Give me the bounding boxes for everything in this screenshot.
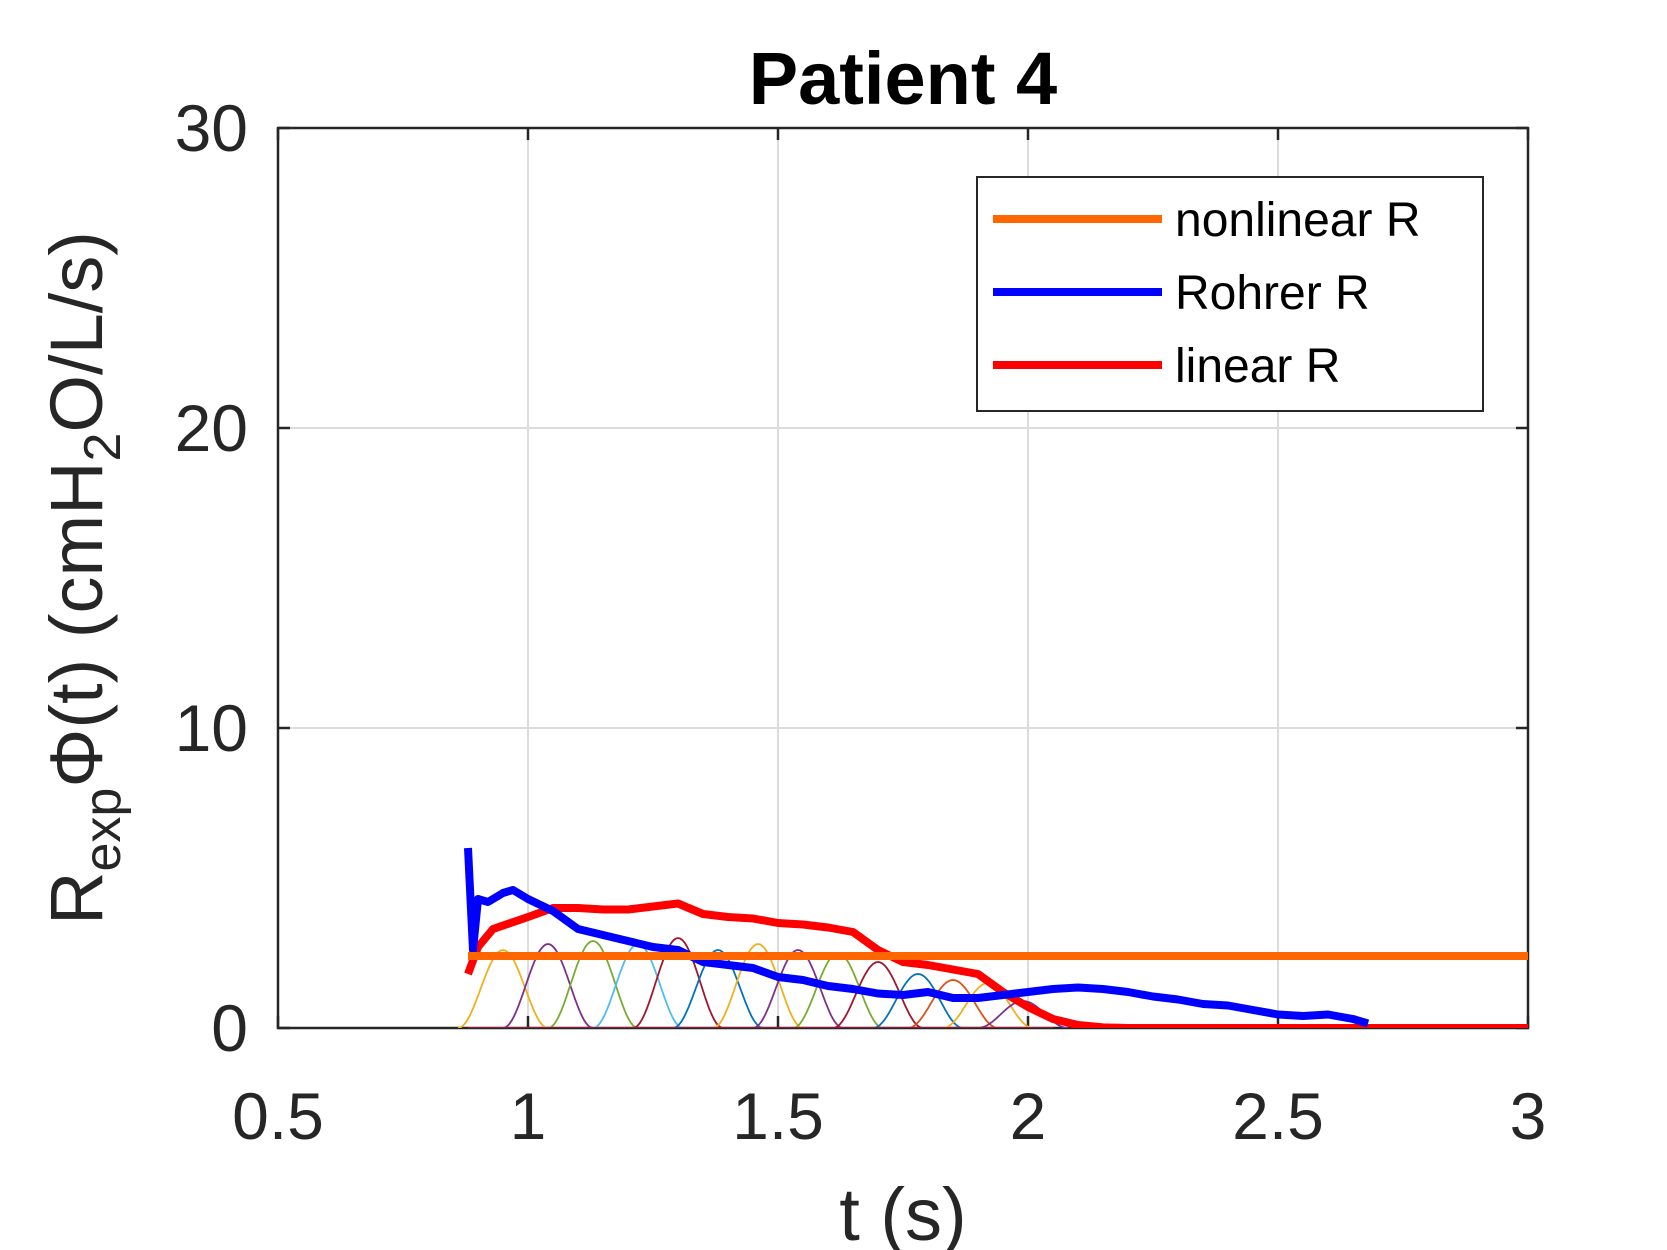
x-axis-label: t (s) — [839, 1173, 966, 1250]
y-tick-label: 10 — [175, 691, 248, 765]
basis-curve — [502, 943, 594, 1028]
chart-title: Patient 4 — [749, 37, 1057, 120]
basis-curve — [832, 961, 924, 1028]
y-tick-labels: 0 10 20 30 — [175, 91, 248, 1065]
axis-ticks — [276, 126, 1530, 1030]
legend-item-nonlinear-r-label: nonlinear R — [1175, 194, 1420, 247]
y-tick-label: 0 — [211, 991, 248, 1065]
y-tick-label: 20 — [175, 391, 248, 465]
basis-curve — [872, 973, 964, 1028]
basis-curve — [752, 949, 844, 1028]
basis-curve — [547, 940, 639, 1028]
x-tick-label: 2 — [1010, 1079, 1047, 1153]
series-lines — [464, 847, 1528, 1028]
y-label-subscript-2: 2 — [74, 433, 132, 462]
x-tick-label: 0.5 — [232, 1079, 324, 1153]
y-tick-label: 30 — [175, 91, 248, 165]
basis-curve — [457, 949, 549, 1028]
legend: nonlinear R Rohrer R linear R — [976, 176, 1484, 412]
basis-curve — [632, 937, 724, 1028]
x-tick-labels: 0.5 1 1.5 2 2.5 3 — [232, 1079, 1546, 1153]
basis-curve — [907, 979, 999, 1028]
linear-r-line — [464, 899, 1528, 1028]
x-tick-label: 3 — [1510, 1079, 1547, 1153]
x-tick-label: 2.5 — [1232, 1079, 1324, 1153]
y-label-middle: Φ(t) (cmH — [35, 461, 118, 787]
legend-item-rohrer-r-label: Rohrer R — [1175, 267, 1370, 320]
y-axis-label: RexpΦ(t) (cmH2O/L/s) — [35, 231, 132, 925]
basis-curve — [672, 949, 764, 1028]
y-label-subscript: exp — [74, 788, 132, 872]
y-label-tail: O/L/s) — [35, 231, 118, 432]
x-tick-label: 1 — [510, 1079, 547, 1153]
x-tick-label: 1.5 — [732, 1079, 824, 1153]
y-label-main: R — [35, 871, 118, 924]
rohrer-r-line — [464, 847, 1370, 1028]
basis-curve — [712, 943, 804, 1028]
legend-item-linear-r-label: linear R — [1175, 340, 1340, 393]
